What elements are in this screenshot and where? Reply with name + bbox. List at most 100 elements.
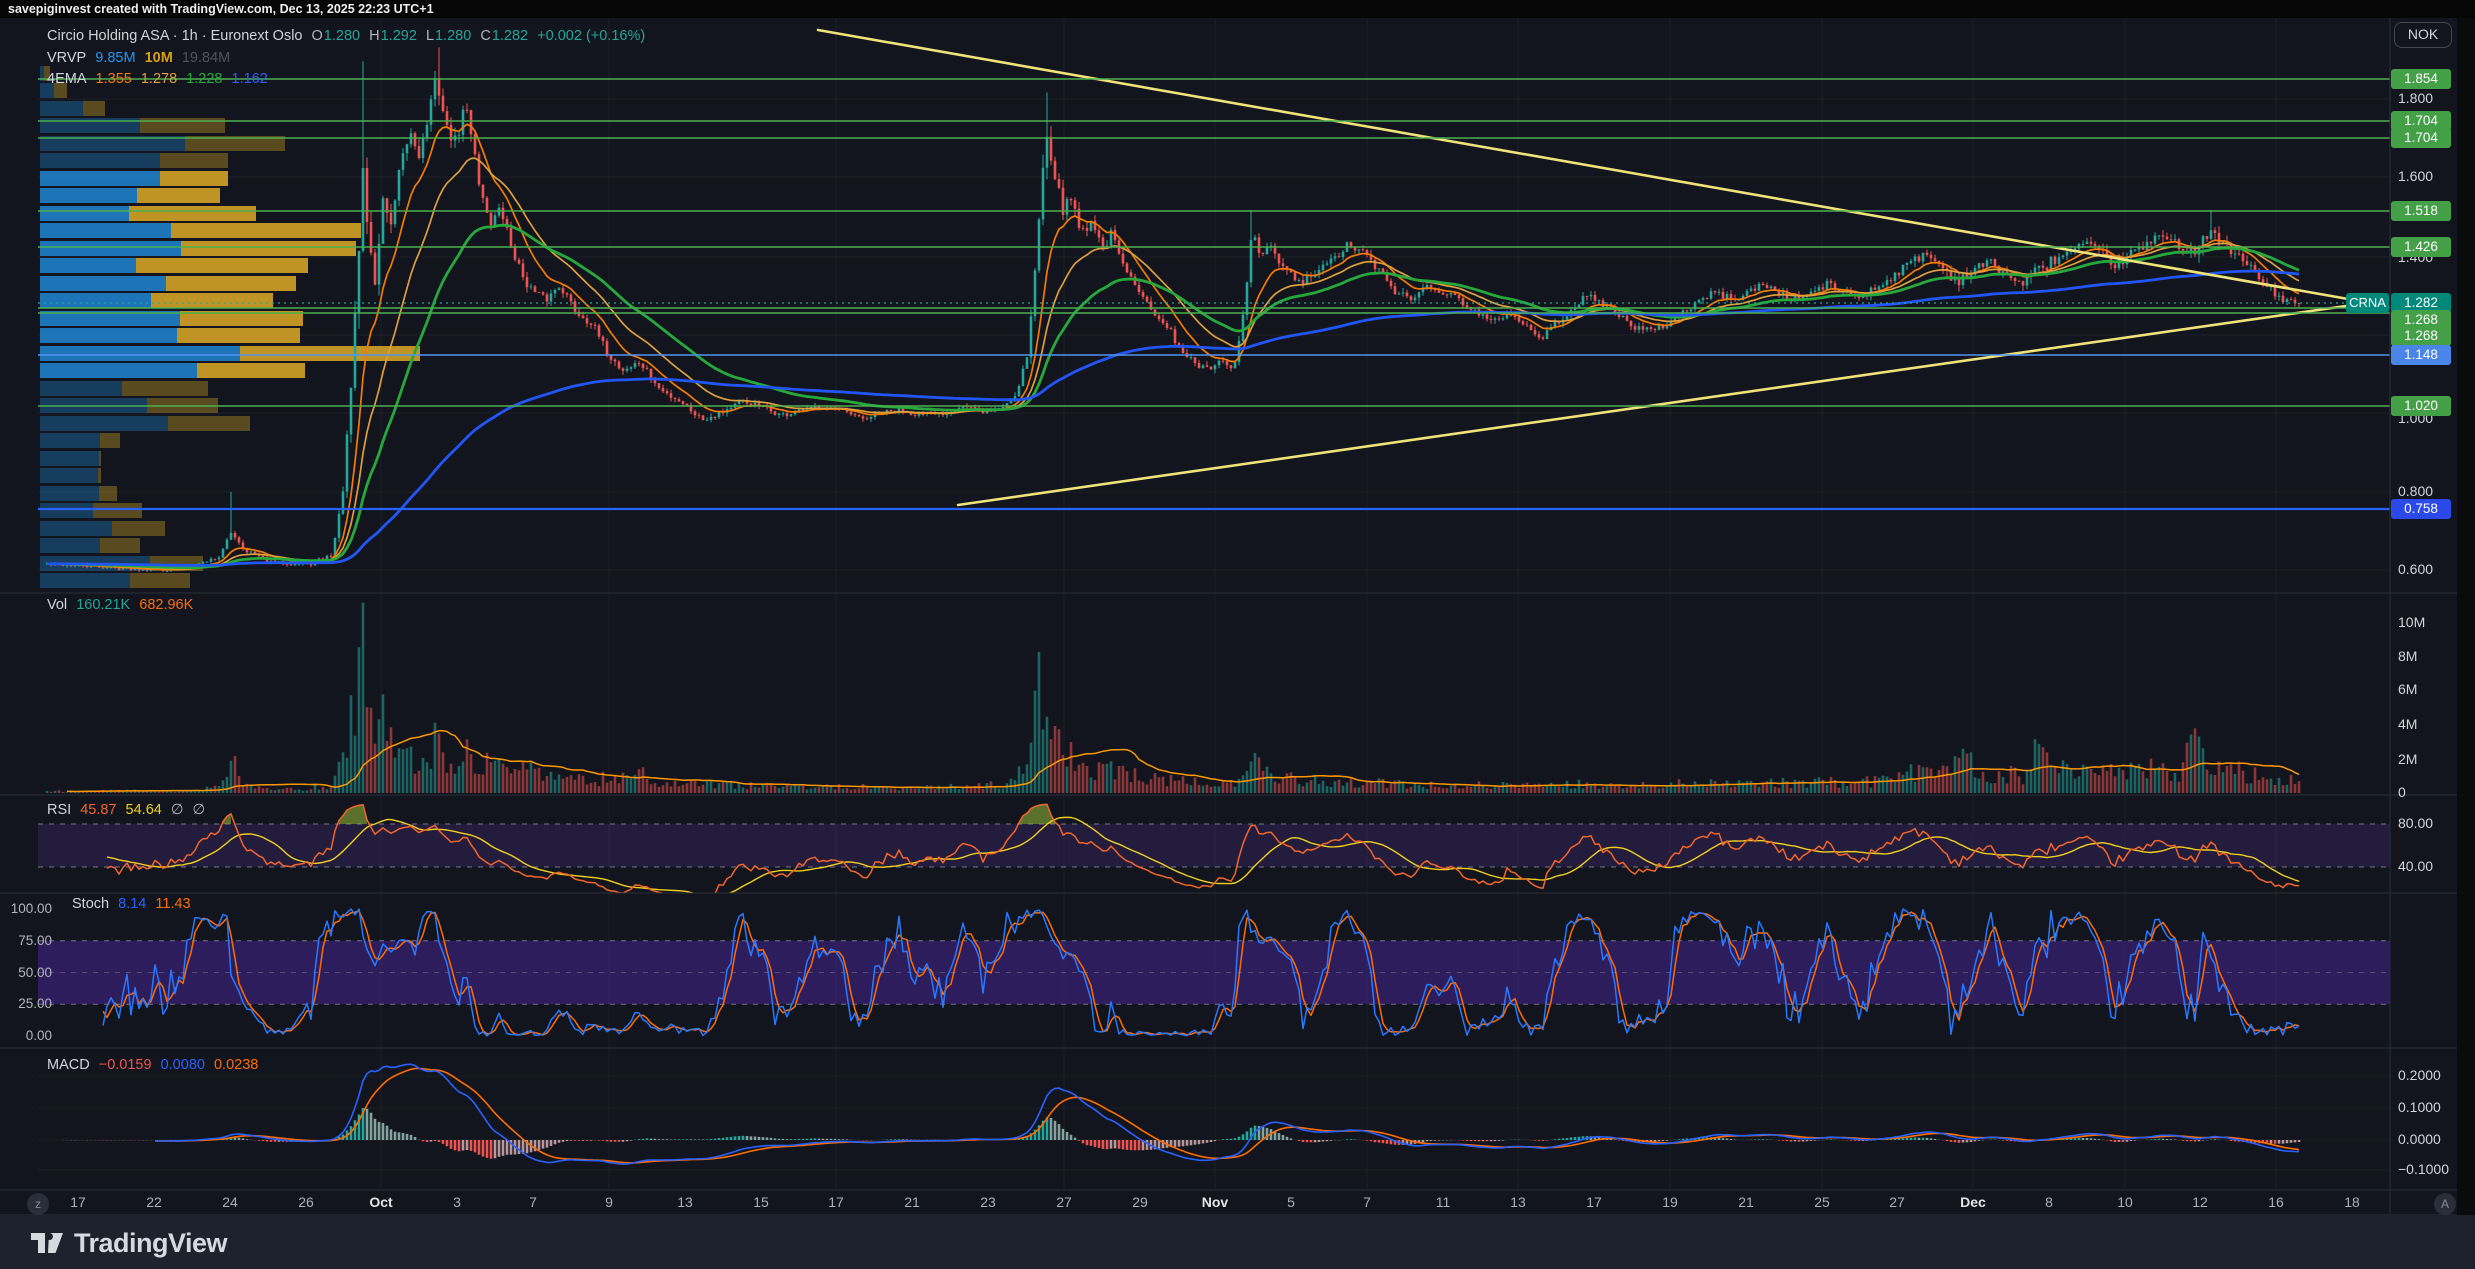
ema-value-3: 1.228 — [186, 71, 223, 87]
price-level-chip: 1.020 — [2391, 396, 2451, 416]
time-axis-label: 17 — [828, 1194, 844, 1210]
price-level-chip: 0.758 — [2391, 499, 2451, 519]
rsi-value-1: 45.87 — [80, 802, 117, 818]
high-value: 1.292 — [380, 28, 417, 44]
tradingview-logo-icon — [31, 1233, 63, 1253]
price-level-chip: 1.704 — [2391, 128, 2451, 148]
ema-value-4: 1.162 — [231, 71, 268, 87]
price-axis-label: 0.800 — [2398, 483, 2434, 499]
price-level-chip: 1.268 — [2391, 326, 2451, 346]
tradingview-logo[interactable]: TradingView — [30, 1227, 228, 1259]
tradingview-logo-text: TradingView — [74, 1227, 228, 1258]
time-axis-label: 29 — [1132, 1194, 1148, 1210]
time-axis-label: 23 — [980, 1194, 996, 1210]
time-axis-label: 13 — [677, 1194, 693, 1210]
change-value: +0.002 (+0.16%) — [537, 28, 646, 44]
rsi-value-4: ∅ — [192, 802, 206, 818]
macd-axis-label: 0.2000 — [2398, 1067, 2441, 1083]
stoch-scale-label: 0.00 — [25, 1028, 52, 1043]
time-axis-label: 25 — [1814, 1194, 1830, 1210]
symbol-header: Circio Holding ASA · 1h · Euronext Oslo … — [47, 28, 650, 44]
close-value: 1.282 — [491, 28, 529, 44]
price-level-chip: 1.704 — [2391, 111, 2451, 131]
low-value: 1.280 — [435, 28, 472, 44]
time-axis-month-label: Nov — [1201, 1194, 1229, 1210]
time-axis-label: 3 — [453, 1194, 461, 1210]
time-axis-label: 19 — [1662, 1194, 1678, 1210]
time-axis-label: 15 — [753, 1194, 769, 1210]
rsi-axis-label: 40.00 — [2398, 858, 2434, 874]
stoch-scale-label: 100.00 — [10, 901, 52, 916]
time-axis-label: 7 — [529, 1194, 537, 1210]
rsi-header[interactable]: RSI 45.87 54.64 ∅ ∅ — [47, 802, 210, 818]
macd-axis-label: −0.1000 — [2398, 1161, 2449, 1177]
open-value: 1.280 — [323, 28, 361, 44]
stoch-header[interactable]: Stoch 8.14 11.43 — [72, 896, 196, 912]
volume-label: Vol — [47, 597, 68, 613]
price-level-chip: 1.854 — [2391, 69, 2451, 89]
price-level-chip: 1.426 — [2391, 237, 2451, 257]
ema-header[interactable]: 4EMA 1.355 1.278 1.228 1.162 — [47, 71, 273, 87]
time-axis-month-label: Dec — [1960, 1194, 1986, 1210]
attribution-bar: savepiginvest created with TradingView.c… — [0, 0, 2475, 18]
time-axis-label: 27 — [1056, 1194, 1072, 1210]
autoscale-badge[interactable]: A — [2434, 1193, 2456, 1215]
high-label: H — [369, 28, 380, 44]
rsi-axis-label: 80.00 — [2398, 815, 2434, 831]
time-axis-label: 24 — [222, 1194, 238, 1210]
timezone-badge[interactable]: z — [27, 1193, 49, 1215]
stoch-value-1: 8.14 — [118, 896, 147, 912]
time-axis-label: 7 — [1363, 1194, 1371, 1210]
macd-label: MACD — [47, 1057, 90, 1073]
close-label: C — [480, 28, 491, 44]
vrvp-value-1: 9.85M — [95, 50, 136, 66]
time-axis-month-label: Oct — [369, 1194, 393, 1210]
time-axis-label: 21 — [904, 1194, 920, 1210]
macd-axis-label: 0.1000 — [2398, 1099, 2441, 1115]
macd-value-1: −0.0159 — [98, 1057, 152, 1073]
price-level-chip: 1.148 — [2391, 345, 2451, 365]
time-axis-label: 11 — [1435, 1194, 1451, 1210]
ema-value-1: 1.355 — [95, 71, 132, 87]
time-axis-label: 22 — [146, 1194, 162, 1210]
time-axis-label: 17 — [70, 1194, 86, 1210]
stoch-label: Stoch — [72, 896, 110, 912]
volume-axis-label: 0 — [2398, 784, 2406, 800]
time-axis-label: 17 — [1586, 1194, 1602, 1210]
volume-value-1: 160.21K — [76, 597, 131, 613]
macd-header[interactable]: MACD −0.0159 0.0080 0.0238 — [47, 1057, 263, 1073]
time-axis-label: 13 — [1510, 1194, 1526, 1210]
rsi-value-2: 54.64 — [125, 802, 162, 818]
price-axis-label: 1.800 — [2398, 90, 2434, 106]
volume-header[interactable]: Vol 160.21K 682.96K — [47, 597, 198, 613]
volume-axis-label: 6M — [2398, 681, 2418, 697]
volume-axis-label: 8M — [2398, 648, 2418, 664]
time-axis-label: 12 — [2192, 1194, 2208, 1210]
time-axis-label: 21 — [1738, 1194, 1754, 1210]
bottom-logo-bar: TradingView — [0, 1215, 2475, 1269]
volume-value-2: 682.96K — [139, 597, 194, 613]
volume-axis-label: 4M — [2398, 716, 2418, 732]
vrvp-value-2: 10M — [144, 50, 173, 66]
time-axis-label: 26 — [298, 1194, 314, 1210]
price-level-chip: 1.268 — [2391, 310, 2451, 330]
time-axis-label: 16 — [2268, 1194, 2284, 1210]
attribution-text: savepiginvest created with TradingView.c… — [8, 2, 434, 16]
vrvp-header[interactable]: VRVP 9.85M 10M 19.84M — [47, 50, 235, 66]
stoch-scale-label: 50.00 — [18, 965, 52, 980]
time-axis-label: 27 — [1889, 1194, 1905, 1210]
ema-label: 4EMA — [47, 71, 87, 87]
currency-toggle-button[interactable]: NOK — [2394, 22, 2452, 48]
rsi-label: RSI — [47, 802, 72, 818]
price-axis-label: 1.600 — [2398, 168, 2434, 184]
low-label: L — [425, 28, 435, 44]
volume-axis-label: 2M — [2398, 751, 2418, 767]
macd-axis-label: 0.0000 — [2398, 1131, 2441, 1147]
symbol-title[interactable]: Circio Holding ASA · 1h · Euronext Oslo — [47, 28, 303, 44]
time-axis-label: 10 — [2117, 1194, 2133, 1210]
symbol-price-chip: CRNA — [2346, 293, 2389, 313]
ema-value-2: 1.278 — [140, 71, 178, 87]
price-level-chip: 1.518 — [2391, 201, 2451, 221]
time-axis-label: 18 — [2344, 1194, 2360, 1210]
vrvp-label: VRVP — [47, 50, 87, 66]
